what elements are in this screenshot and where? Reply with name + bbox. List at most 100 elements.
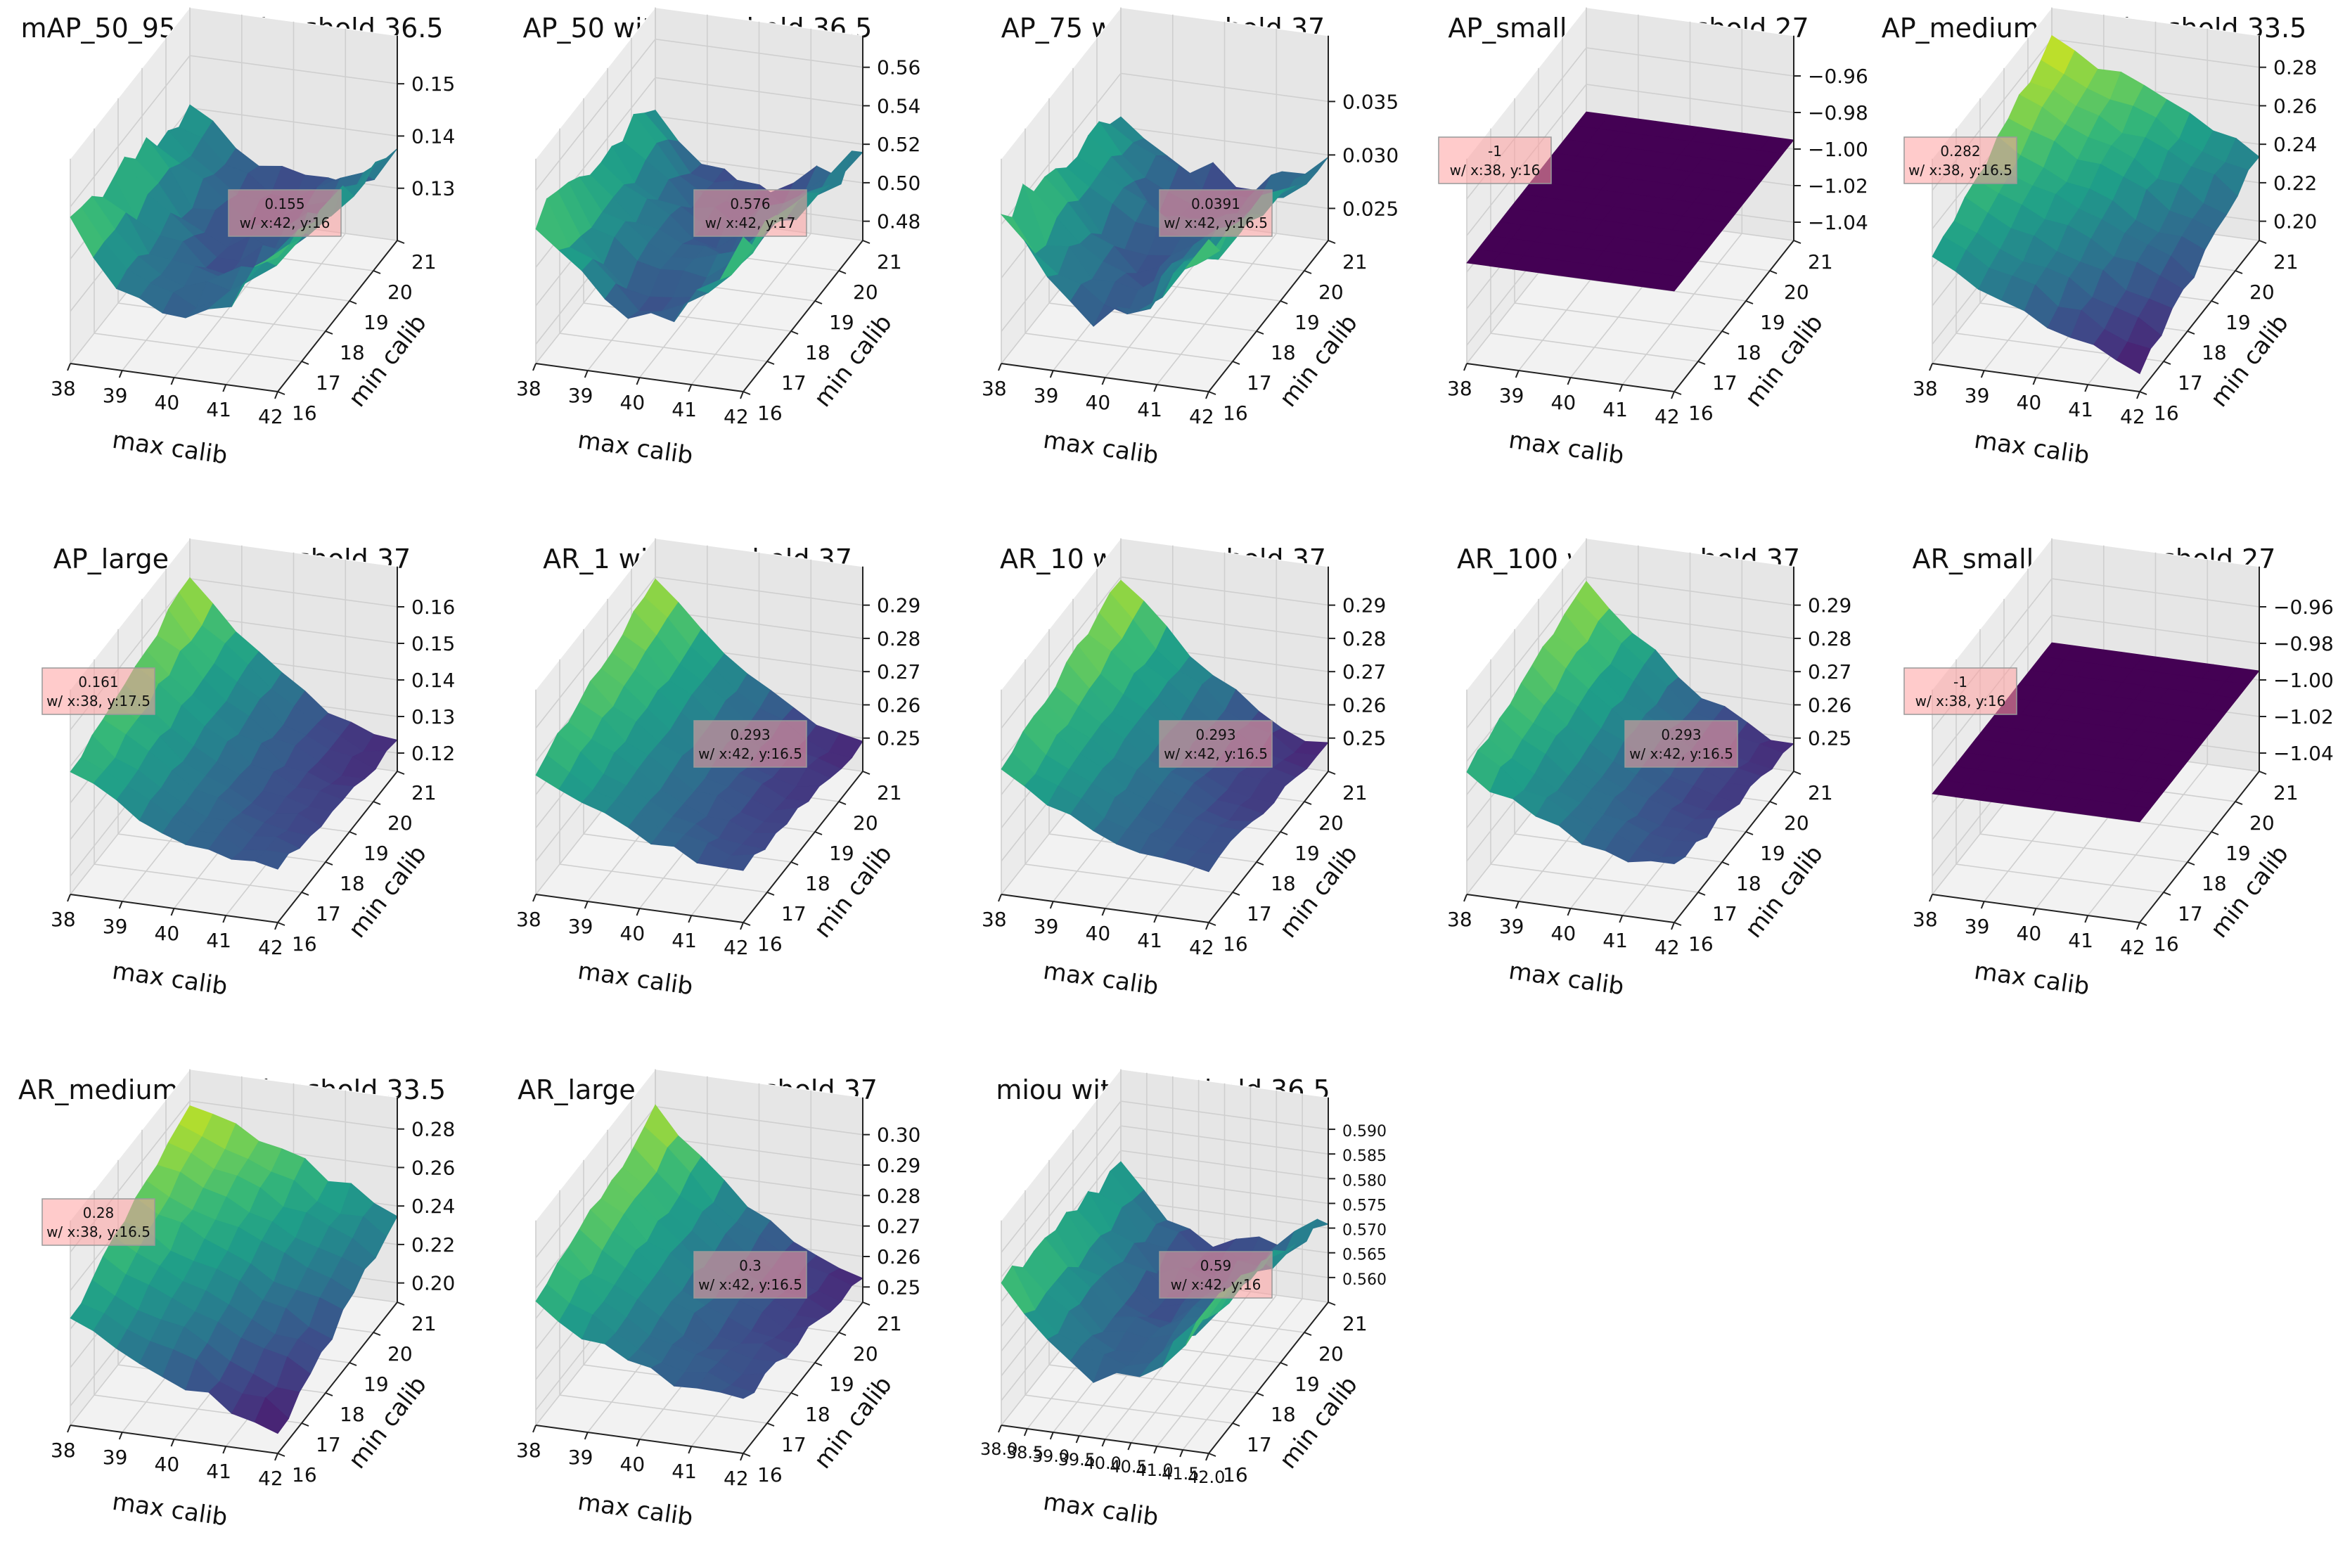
- y-tick: [277, 391, 285, 395]
- y-tick: [790, 1392, 799, 1396]
- y-tick-label: 19: [2225, 311, 2251, 334]
- x-axis-label: max calib: [1507, 426, 1626, 470]
- y-tick: [1208, 1453, 1216, 1457]
- y-tick: [277, 1453, 285, 1457]
- x-tick: [2084, 384, 2089, 392]
- y-tick-label: 21: [411, 250, 437, 274]
- x-tick: [274, 922, 278, 930]
- x-axis-label: max calib: [110, 426, 229, 470]
- x-tick: [1049, 901, 1054, 909]
- best-value-annotation: -1 w/ x:38, y:16: [1903, 667, 2017, 715]
- x-tick-label: 38: [1447, 908, 1472, 931]
- y-tick-label: 18: [340, 1403, 365, 1426]
- subplot-panel: AP_small with threshold 2738394041421617…: [1396, 0, 1868, 506]
- annotation-box: [1903, 667, 2017, 715]
- x-tick-label: 41: [1137, 929, 1162, 952]
- y-tick-label: 17: [2178, 902, 2203, 925]
- x-tick-label: 40: [155, 1453, 180, 1476]
- subplot-panel: AR_100 with threshold 373839404142161718…: [1396, 531, 1861, 1037]
- x-tick-label: 38: [516, 1439, 541, 1462]
- x-tick: [274, 391, 278, 399]
- x-tick-label: 41: [672, 398, 697, 421]
- z-tick-label: 0.26: [2273, 94, 2317, 117]
- x-tick-label: 38: [51, 908, 76, 931]
- x-tick-label: 42: [724, 936, 749, 959]
- annotation-value: 0.282: [1940, 143, 1980, 160]
- y-tick-label: 21: [877, 250, 902, 274]
- best-value-annotation: 0.293 w/ x:42, y:16.5: [1159, 720, 1273, 768]
- z-tick-label: 0.15: [411, 72, 455, 96]
- annotation-location: w/ x:38, y:16: [1915, 693, 2006, 709]
- z-tick-label: 0.025: [1342, 197, 1399, 220]
- z-tick-label: 0.50: [877, 172, 920, 195]
- z-tick-label: 0.48: [877, 210, 920, 233]
- y-tick: [1328, 240, 1336, 244]
- z-tick-label: 0.14: [411, 669, 455, 692]
- x-tick: [1153, 915, 1158, 923]
- x-tick-label: 40: [620, 1453, 645, 1476]
- y-tick-label: 18: [1271, 872, 1296, 895]
- y-gridline: [1490, 128, 1699, 362]
- y-tick: [349, 831, 357, 835]
- x-tick-label: 42: [1655, 936, 1680, 959]
- annotation-value: 0.293: [1661, 726, 1701, 743]
- y-tick-label: 20: [1318, 811, 1344, 835]
- y-tick-label: 19: [829, 842, 854, 865]
- z-tick-label: 0.26: [411, 1156, 455, 1179]
- x-tick: [1515, 901, 1520, 909]
- y-tick: [1304, 1332, 1312, 1336]
- subplot-panel: AP_50 with threshold 36.5383940414216171…: [465, 0, 930, 506]
- y-axis-line: [1208, 240, 1329, 392]
- z-tick-label: 0.570: [1342, 1222, 1387, 1240]
- z-tick-label: 0.12: [411, 742, 455, 765]
- z-tick-label: −1.04: [2273, 742, 2334, 765]
- annotation-box: [1159, 720, 1273, 768]
- y-tick: [1674, 391, 1682, 395]
- surface-plot: 38 39 40 41 42 16 17 18 19 20 21 0.025 0.030 0.035 max…: [982, 6, 1399, 470]
- z-tick-label: 0.26: [1342, 693, 1386, 716]
- x-tick: [998, 894, 1002, 902]
- x-tick: [1101, 908, 1106, 916]
- z-tick-label: 0.15: [411, 632, 455, 655]
- x-tick-label: 40: [155, 391, 180, 414]
- z-gridline: [1466, 576, 1794, 729]
- x-tick-label: 41: [672, 929, 697, 952]
- z-tick-label: 0.28: [1342, 627, 1386, 650]
- z-tick-label: 0.26: [1808, 693, 1851, 716]
- z-gridline: [1001, 72, 1329, 225]
- x-tick: [67, 363, 71, 371]
- y-tick: [397, 1302, 405, 1306]
- y-tick-label: 18: [340, 872, 365, 895]
- x-tick-label: 38: [982, 377, 1007, 400]
- x-tick: [1567, 377, 1572, 385]
- y-tick: [1721, 330, 1730, 335]
- surface-plot: 38 39 40 41 42 16 17 18 19 20 21 0.25 0.26 0.27 0.28 0.…: [516, 537, 920, 1001]
- y-tick: [2187, 861, 2195, 866]
- surface: [535, 1104, 863, 1399]
- subplot-panel: AP_75 with threshold 3738394041421617181…: [931, 0, 1399, 506]
- y-tick: [373, 1332, 381, 1336]
- z-tick-label: 0.29: [877, 594, 920, 617]
- annotation-location: w/ x:42, y:16: [1171, 1276, 1261, 1293]
- x-tick-label: 39: [1499, 384, 1524, 407]
- z-tick-label: −1.02: [1808, 174, 1868, 198]
- y-axis-line: [277, 771, 398, 923]
- x-tick-label: 38: [1913, 377, 1938, 400]
- annotation-box: [1159, 1251, 1273, 1299]
- y-tick: [743, 391, 751, 395]
- z-tick-label: 0.56: [877, 56, 920, 79]
- surface: [1932, 34, 2260, 375]
- z-gridline: [1932, 615, 2260, 767]
- x-tick: [2136, 922, 2140, 930]
- z-tick-label: 0.24: [411, 1195, 455, 1218]
- x-tick: [67, 1425, 71, 1433]
- y-tick-label: 17: [1247, 371, 1272, 394]
- surface-plot: 38 39 40 41 42 16 17 18 19 20 21 −0.96 −0.98 −1.00 −1.…: [1438, 6, 1868, 470]
- x-tick-label: 40: [1551, 922, 1576, 945]
- z-tick-label: 0.16: [411, 596, 455, 619]
- y-tick: [1280, 300, 1288, 304]
- x-tick-label: 39: [103, 384, 128, 407]
- surface-plot: 38 39 40 41 42 16 17 18 19 20 21 0.25 0.26 0.27 0.28 0.…: [1447, 537, 1851, 1001]
- y-tick-label: 16: [1223, 401, 1248, 425]
- annotation-location: w/ x:38, y:16: [1450, 162, 1541, 179]
